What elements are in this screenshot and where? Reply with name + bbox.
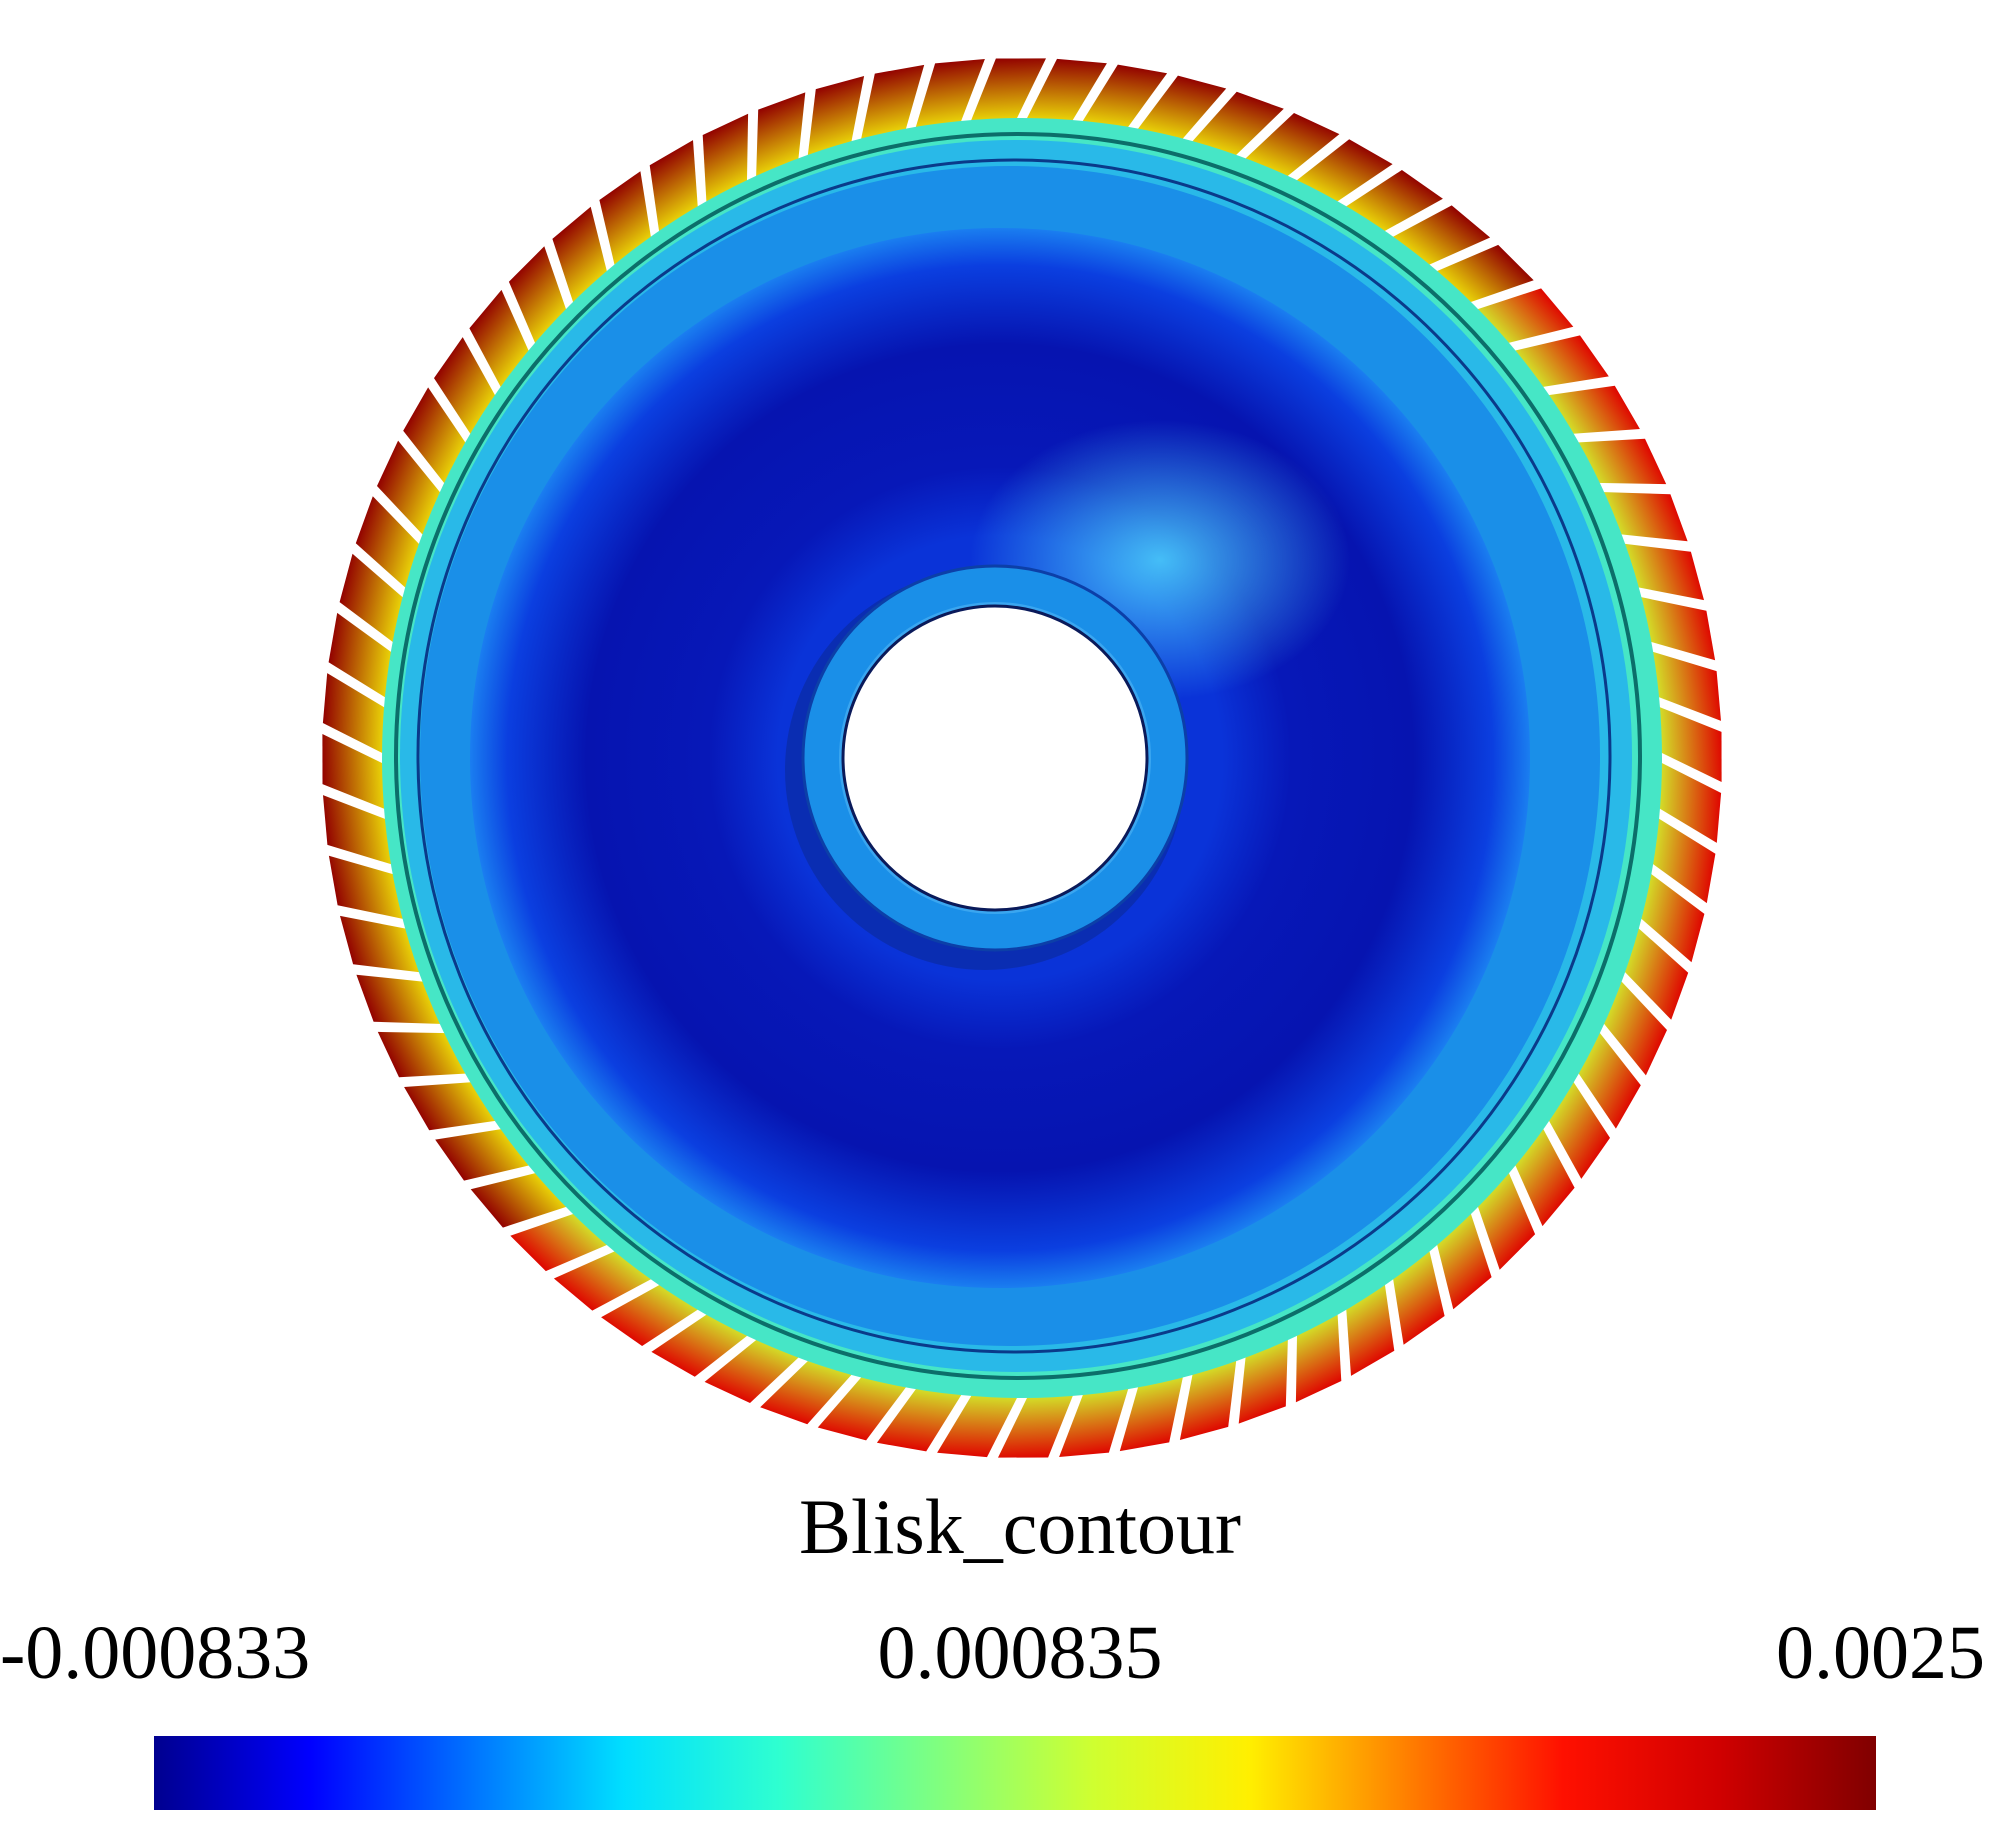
blade	[1617, 921, 1689, 1020]
blade	[1059, 1378, 1132, 1457]
colorbar-mid-label: 0.000835	[877, 1611, 1163, 1695]
blade	[912, 59, 985, 138]
blisk-contour-plot	[322, 58, 1722, 1458]
blade	[1185, 91, 1284, 163]
blade	[1076, 64, 1168, 136]
blisk-disk	[382, 118, 1662, 1398]
blade	[1630, 594, 1716, 661]
blade	[1633, 867, 1705, 963]
blade	[1131, 75, 1227, 147]
legend-title: Blisk_contour	[799, 1483, 1241, 1570]
blade	[998, 1385, 1077, 1458]
rim-groove	[394, 132, 1642, 1380]
blade	[876, 1380, 968, 1452]
blade	[322, 734, 395, 813]
colorbar-min-label: -0.000833	[0, 1611, 311, 1695]
blade	[760, 1353, 859, 1425]
blade	[328, 855, 414, 922]
rim-inner-line	[416, 158, 1612, 1354]
blade	[967, 58, 1046, 131]
blade	[355, 496, 427, 595]
colorbar-max-label: 0.0025	[1776, 1611, 1985, 1695]
blade	[339, 553, 411, 649]
blade	[858, 64, 925, 150]
blade	[937, 1386, 1022, 1458]
blade	[1644, 812, 1716, 904]
blade	[1642, 648, 1721, 721]
blade	[1649, 703, 1722, 782]
blade	[1650, 758, 1722, 843]
blade	[817, 1369, 913, 1441]
blade	[1022, 58, 1107, 130]
blade	[322, 673, 394, 758]
blade	[328, 612, 400, 704]
colorbar	[154, 1736, 1876, 1810]
center-bore	[841, 604, 1149, 912]
blade	[1119, 1366, 1186, 1452]
blade	[323, 795, 402, 868]
